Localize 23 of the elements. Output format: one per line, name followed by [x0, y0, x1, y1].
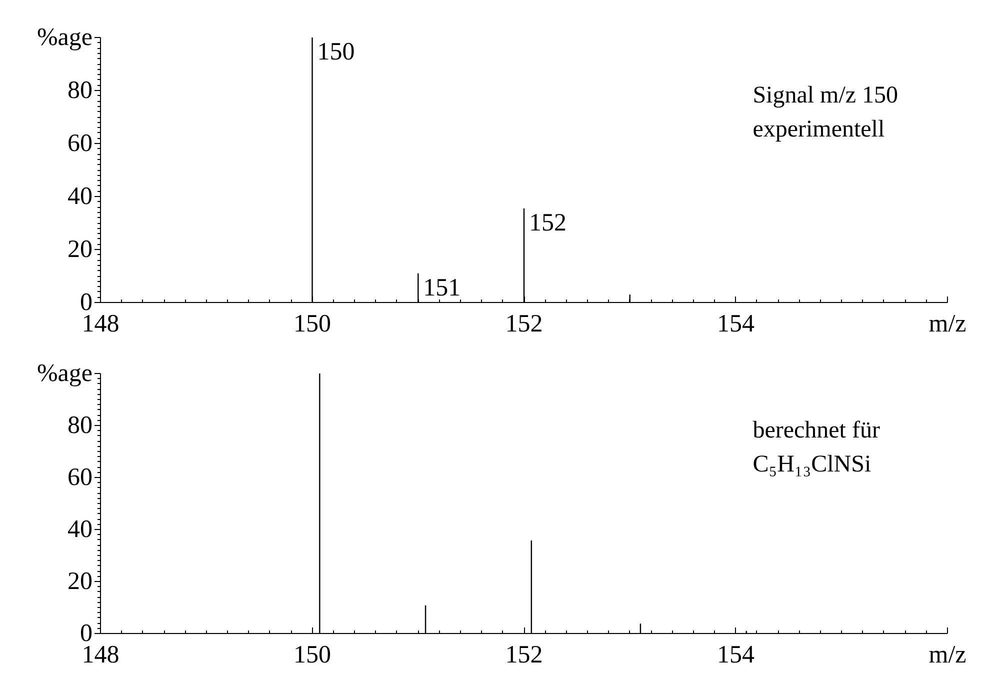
y-tick-label: 40 — [68, 516, 92, 543]
x-tick-label: 152 — [505, 310, 543, 338]
annotation: Signal m/z 150 experimentell — [752, 82, 898, 142]
y-axis-title: %age — [36, 24, 93, 51]
y-tick-label: 40 — [68, 183, 92, 210]
y-tick-label: 60 — [68, 130, 92, 157]
y-tick-label: 60 — [68, 464, 92, 491]
annotation: berechnet für C₅H₁₃ClNSi — [752, 418, 880, 478]
annotation: 150 — [317, 38, 355, 66]
y-tick-label: 80 — [68, 412, 92, 439]
y-axis-title: %age — [36, 360, 93, 387]
x-tick-label: 152 — [505, 642, 543, 668]
x-axis-title: m/z — [928, 642, 966, 668]
y-tick-label: 20 — [68, 568, 92, 595]
y-tick-label: 20 — [68, 236, 92, 263]
annotation: 151 — [423, 274, 461, 302]
annotation: 152 — [529, 209, 566, 236]
x-tick-label: 150 — [294, 642, 331, 668]
y-tick-label: 80 — [68, 77, 92, 104]
x-axis-title: m/z — [928, 310, 966, 338]
x-tick-label: 154 — [717, 642, 755, 668]
x-tick-label: 154 — [717, 310, 755, 338]
x-tick-label: 150 — [294, 310, 331, 338]
